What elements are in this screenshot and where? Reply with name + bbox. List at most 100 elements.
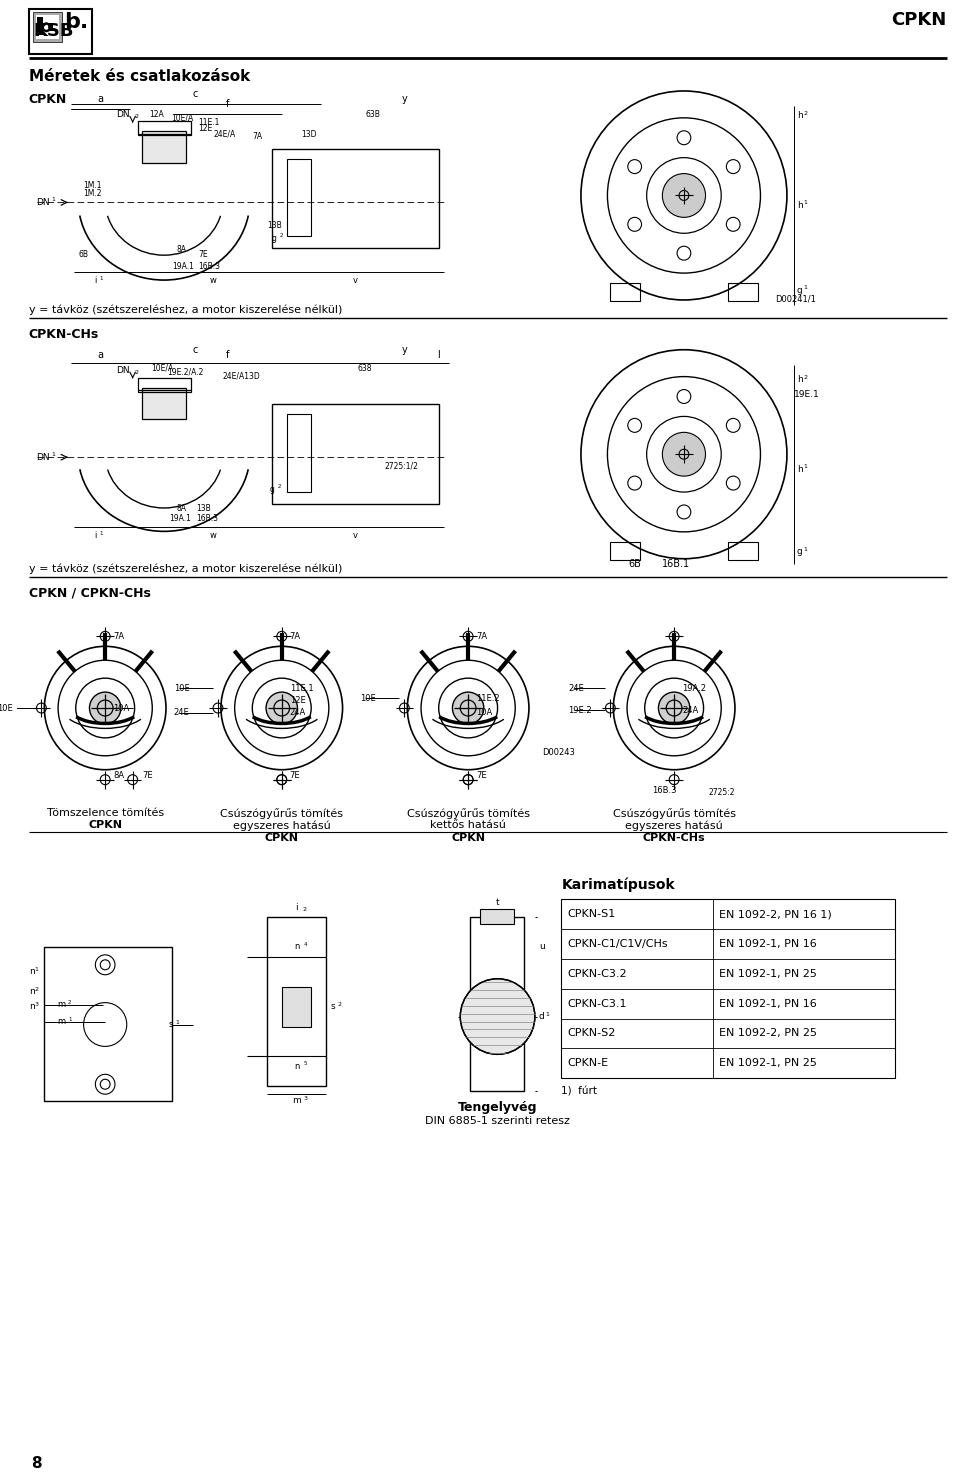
Text: 2725:2: 2725:2 — [708, 788, 735, 797]
Text: Tengelyvég: Tengelyvég — [458, 1101, 538, 1114]
Text: c: c — [193, 345, 198, 354]
Text: 19A.1: 19A.1 — [169, 514, 191, 523]
Text: y: y — [401, 94, 407, 103]
Bar — [272, 149, 439, 248]
Text: DIN 6885-1 szerinti retesz: DIN 6885-1 szerinti retesz — [425, 1116, 570, 1126]
Text: Csúszógyűrűs tömítés: Csúszógyűrűs tömítés — [220, 807, 344, 819]
Text: 16B.3: 16B.3 — [652, 785, 677, 794]
Text: n: n — [29, 987, 35, 996]
Text: g: g — [797, 285, 803, 295]
Text: 13B: 13B — [197, 503, 211, 514]
Text: g: g — [270, 484, 275, 493]
Text: i: i — [94, 531, 97, 540]
Bar — [480, 909, 515, 924]
Text: m: m — [292, 1097, 300, 1106]
Text: 2: 2 — [279, 233, 283, 238]
Text: 2: 2 — [134, 369, 138, 375]
Text: h: h — [797, 375, 803, 384]
Text: 1: 1 — [99, 531, 103, 536]
Text: 19A.2: 19A.2 — [682, 683, 706, 692]
Text: CPKN: CPKN — [29, 93, 67, 106]
Text: 2: 2 — [277, 484, 281, 489]
Text: b.: b. — [64, 12, 88, 32]
Text: 2: 2 — [302, 908, 306, 912]
Bar — [33, 12, 62, 43]
Text: 2: 2 — [35, 986, 38, 992]
Text: 1: 1 — [545, 1011, 549, 1017]
Text: 1: 1 — [176, 1020, 180, 1024]
Text: 10E/A: 10E/A — [151, 363, 173, 372]
Text: 3: 3 — [35, 1002, 38, 1007]
Text: CPKN-C3.1: CPKN-C3.1 — [567, 999, 627, 1008]
Text: EN 1092-2, PN 25: EN 1092-2, PN 25 — [719, 1029, 817, 1039]
Bar — [728, 542, 757, 559]
Text: 24E: 24E — [568, 683, 584, 692]
Text: CPKN: CPKN — [451, 834, 485, 843]
Circle shape — [452, 692, 484, 723]
Text: D00243: D00243 — [541, 748, 575, 757]
Text: egyszeres hatású: egyszeres hatású — [233, 821, 330, 831]
Text: l: l — [438, 350, 440, 360]
Text: 11E.1: 11E.1 — [290, 683, 313, 692]
Text: 1: 1 — [51, 452, 55, 458]
Text: 19E.1: 19E.1 — [794, 390, 820, 399]
Text: 1: 1 — [99, 276, 103, 280]
Text: DN: DN — [116, 109, 130, 120]
Text: 1M.1: 1M.1 — [84, 182, 102, 190]
Bar — [36, 15, 60, 40]
Text: g: g — [797, 548, 803, 556]
Bar — [562, 899, 895, 1079]
Text: 16B.3: 16B.3 — [197, 514, 219, 523]
Text: 638: 638 — [358, 363, 372, 372]
Text: s: s — [169, 1020, 174, 1029]
Text: 24E/A13D: 24E/A13D — [223, 372, 261, 381]
Text: egyszeres hatású: egyszeres hatású — [625, 821, 723, 831]
Text: w: w — [209, 531, 217, 540]
Text: Karimatípusok: Karimatípusok — [562, 877, 675, 892]
Text: 1: 1 — [804, 201, 807, 205]
Bar — [44, 948, 172, 1101]
Text: m: m — [57, 1017, 65, 1026]
Text: CPKN-C1/C1V/CHs: CPKN-C1/C1V/CHs — [567, 939, 668, 949]
Text: kettős hatású: kettős hatású — [430, 821, 506, 831]
Text: CPKN-S1: CPKN-S1 — [567, 909, 615, 920]
Text: 7A: 7A — [476, 632, 487, 641]
Text: g: g — [272, 233, 276, 242]
Text: 16B.3: 16B.3 — [199, 263, 221, 272]
Text: 2: 2 — [68, 999, 71, 1005]
Text: 1)  fúrt: 1) fúrt — [562, 1086, 597, 1097]
Text: 19A.1: 19A.1 — [172, 263, 194, 272]
Bar — [728, 283, 757, 301]
Bar — [29, 9, 92, 55]
Text: 10E/A: 10E/A — [171, 114, 193, 123]
Text: 10E: 10E — [360, 694, 376, 703]
Text: EN 1092-1, PN 25: EN 1092-1, PN 25 — [719, 968, 817, 979]
Text: 19E.2: 19E.2 — [568, 706, 591, 714]
Text: 24A: 24A — [682, 706, 698, 714]
Text: 8A: 8A — [113, 770, 124, 779]
Text: 2: 2 — [804, 111, 807, 115]
Text: 12E: 12E — [290, 695, 305, 704]
Text: 6B: 6B — [79, 251, 88, 260]
Text: m: m — [57, 1001, 65, 1010]
Text: CPKN / CPKN-CHs: CPKN / CPKN-CHs — [29, 586, 151, 599]
Text: 7A: 7A — [252, 131, 262, 140]
Text: v: v — [353, 276, 358, 285]
Text: v: v — [353, 531, 358, 540]
Bar — [142, 131, 185, 162]
Circle shape — [460, 979, 535, 1054]
Text: 11E.1: 11E.1 — [199, 118, 220, 127]
Bar — [142, 388, 185, 419]
Text: Tömszelence tömítés: Tömszelence tömítés — [47, 807, 164, 818]
Text: c: c — [193, 89, 198, 99]
Text: 10E: 10E — [174, 683, 189, 692]
Text: 10A: 10A — [476, 708, 492, 717]
Text: 2: 2 — [338, 1002, 342, 1007]
Text: 12A: 12A — [149, 109, 163, 120]
Text: 1: 1 — [804, 285, 807, 289]
Text: 7E: 7E — [290, 770, 300, 779]
Text: Méretek és csatlakozások: Méretek és csatlakozások — [29, 69, 250, 84]
Text: 2: 2 — [134, 114, 138, 120]
Text: EN 1092-1, PN 16: EN 1092-1, PN 16 — [719, 999, 817, 1008]
Text: a: a — [97, 350, 104, 360]
